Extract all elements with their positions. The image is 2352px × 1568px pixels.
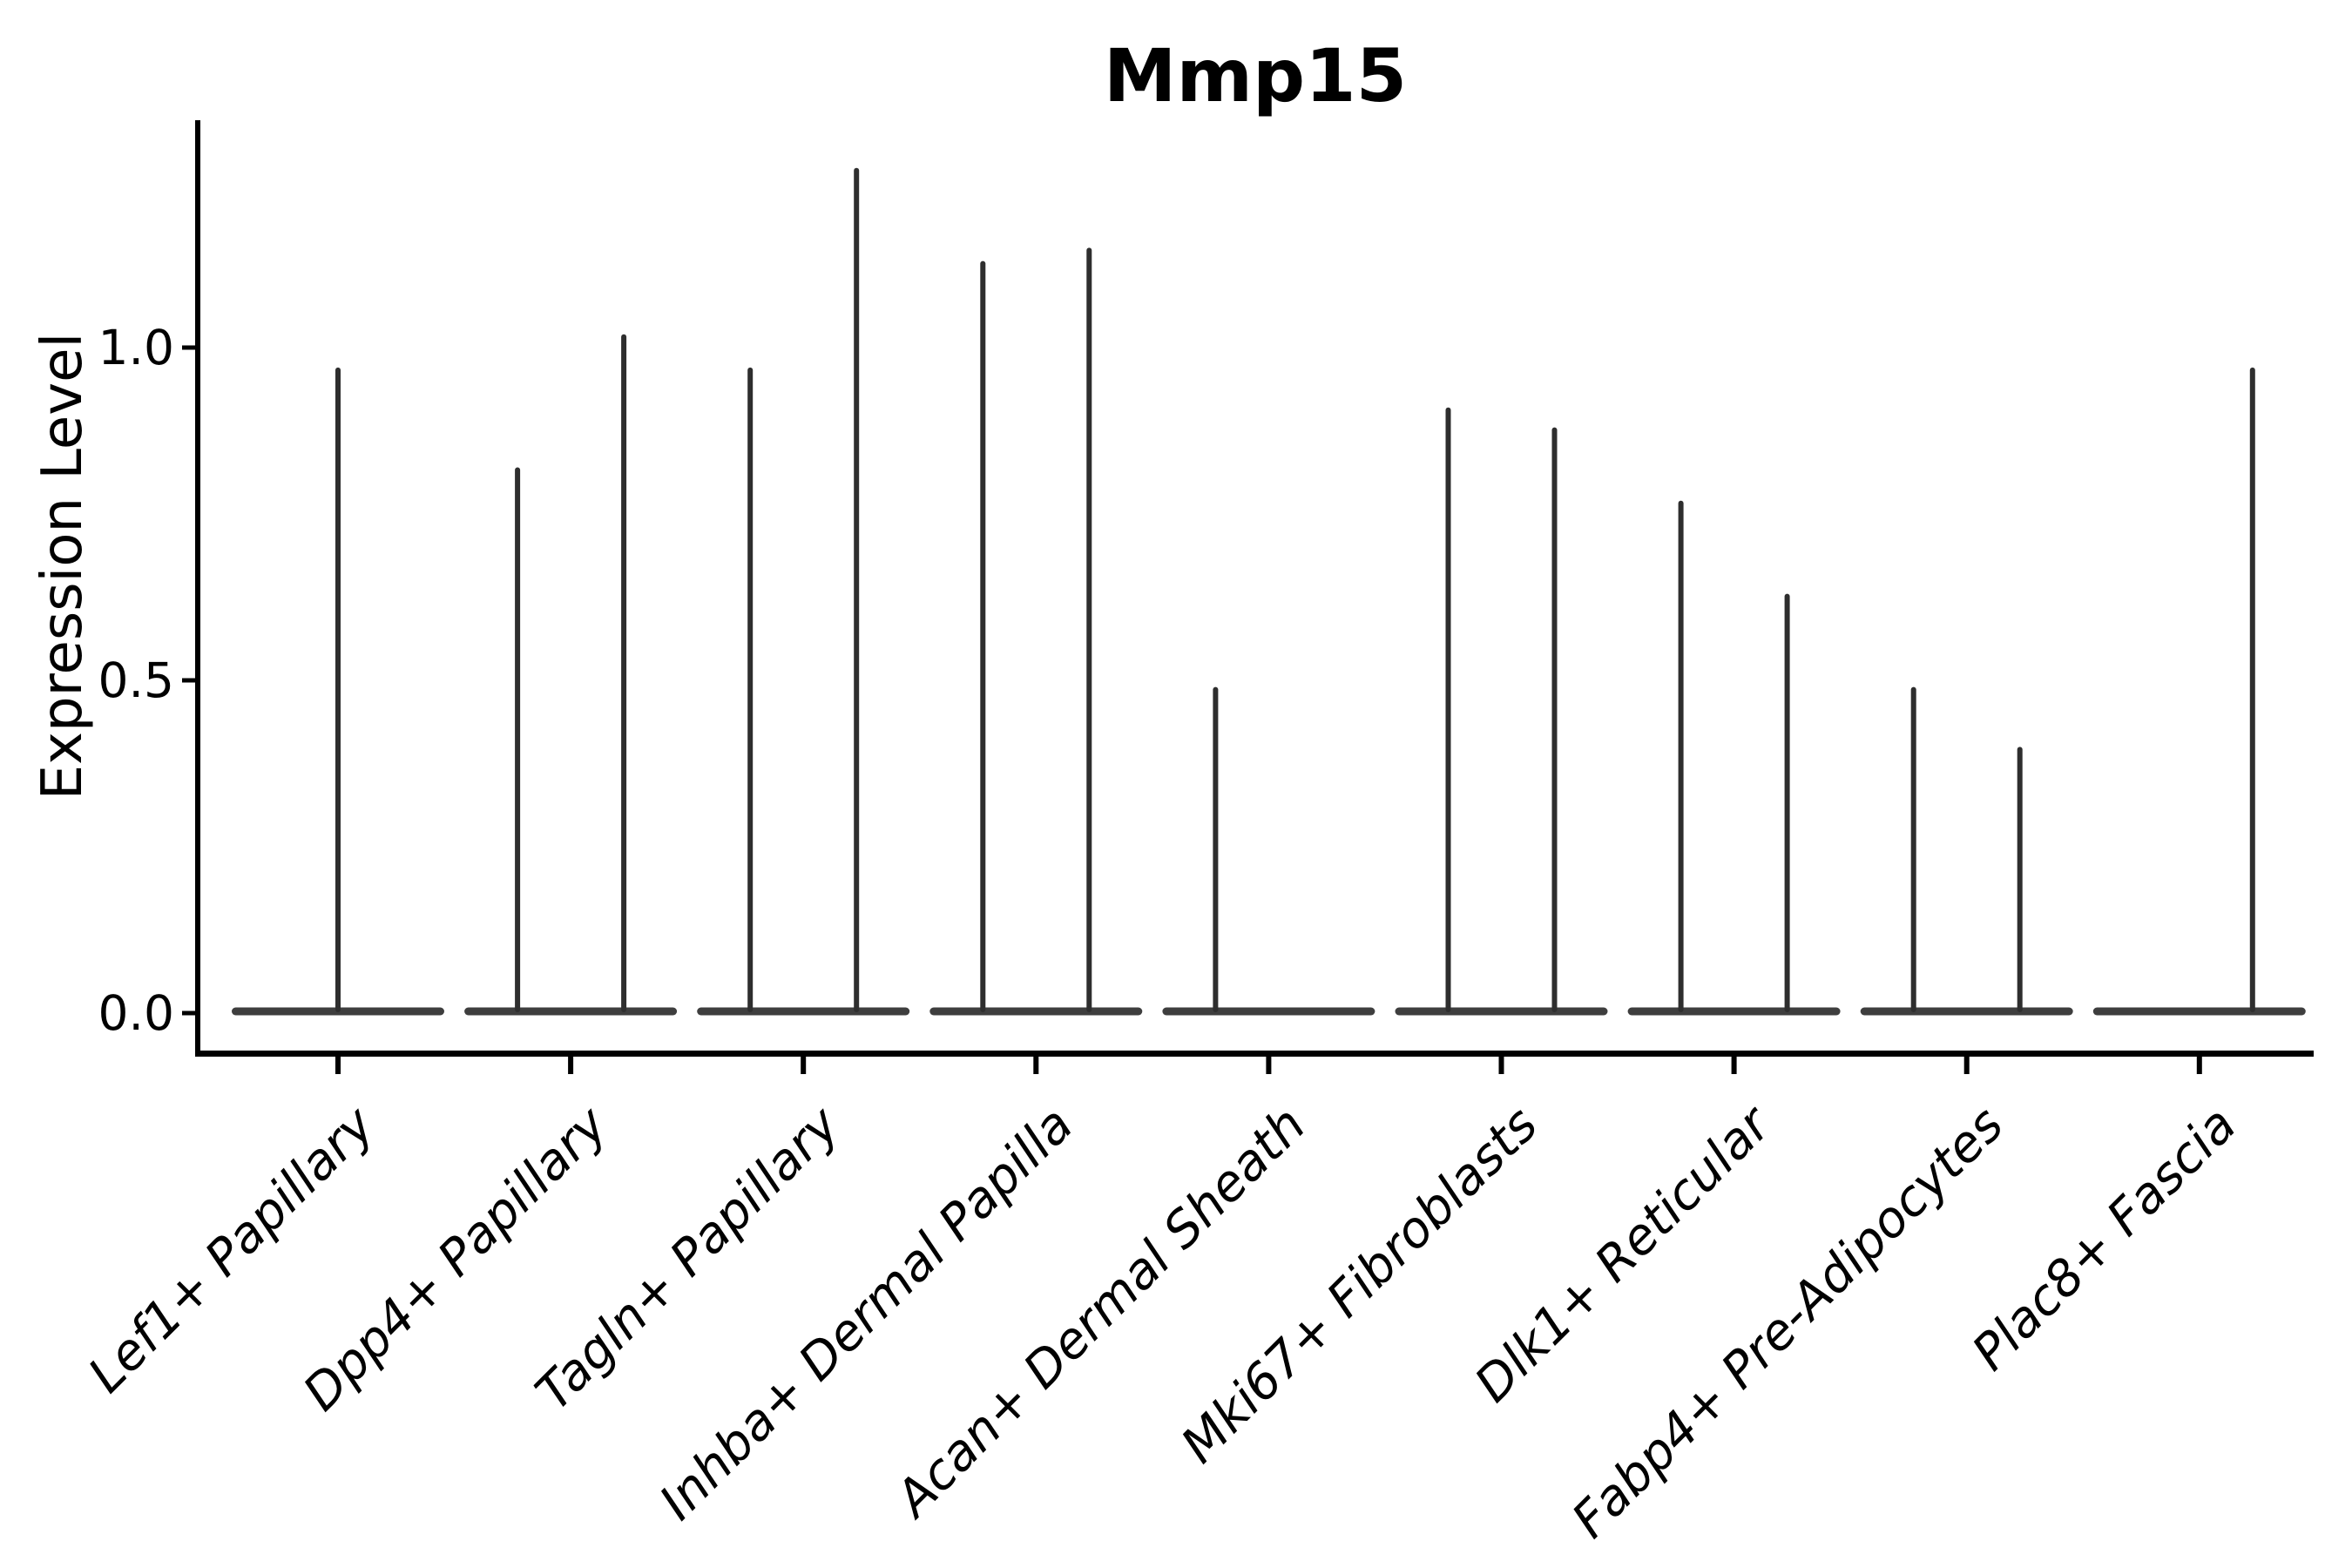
violin-tail	[515, 467, 521, 1012]
violin-tail	[2249, 367, 2255, 1012]
violin-tail	[1213, 686, 1219, 1012]
x-tick-mark	[1033, 1056, 1039, 1074]
violin-tail	[980, 260, 986, 1012]
x-tick-mark	[801, 1056, 807, 1074]
violin-tail	[1086, 247, 1092, 1012]
y-tick-label: 0.5	[98, 652, 174, 708]
violin-tail	[1678, 500, 1684, 1012]
y-axis-spine	[195, 120, 200, 1056]
y-tick-label: 1.0	[98, 320, 174, 375]
violin-tail	[621, 334, 627, 1013]
y-tick-label: 0.0	[98, 985, 174, 1041]
violin-body	[1860, 1007, 2073, 1016]
violin-tail	[335, 367, 341, 1012]
violin-body	[464, 1007, 678, 1016]
violin-tail	[1551, 427, 1558, 1012]
violin-body	[1395, 1007, 1608, 1016]
chart-title: Mmp15	[1103, 33, 1408, 118]
x-tick-mark	[568, 1056, 574, 1074]
x-tick-mark	[1498, 1056, 1504, 1074]
violin-body	[1627, 1007, 1841, 1016]
y-tick-mark	[182, 1010, 195, 1016]
x-tick-mark	[335, 1056, 341, 1074]
x-axis-spine	[195, 1051, 2314, 1057]
violin-body	[2092, 1007, 2306, 1016]
x-tick-mark	[2196, 1056, 2202, 1074]
violin-tail	[854, 167, 860, 1013]
x-tick-mark	[1963, 1056, 1970, 1074]
y-tick-mark	[182, 678, 195, 683]
violin-tail	[1445, 407, 1451, 1012]
violin-body	[697, 1007, 910, 1016]
violin-tail	[1910, 686, 1916, 1012]
y-tick-mark	[182, 345, 195, 350]
violin-body	[929, 1007, 1143, 1016]
violin-tail	[747, 367, 754, 1012]
violin-tail	[1784, 593, 1790, 1012]
x-tick-mark	[1266, 1056, 1272, 1074]
violin-tail	[2017, 747, 2023, 1012]
x-tick-mark	[1731, 1056, 1737, 1074]
violin-body	[1162, 1007, 1375, 1016]
